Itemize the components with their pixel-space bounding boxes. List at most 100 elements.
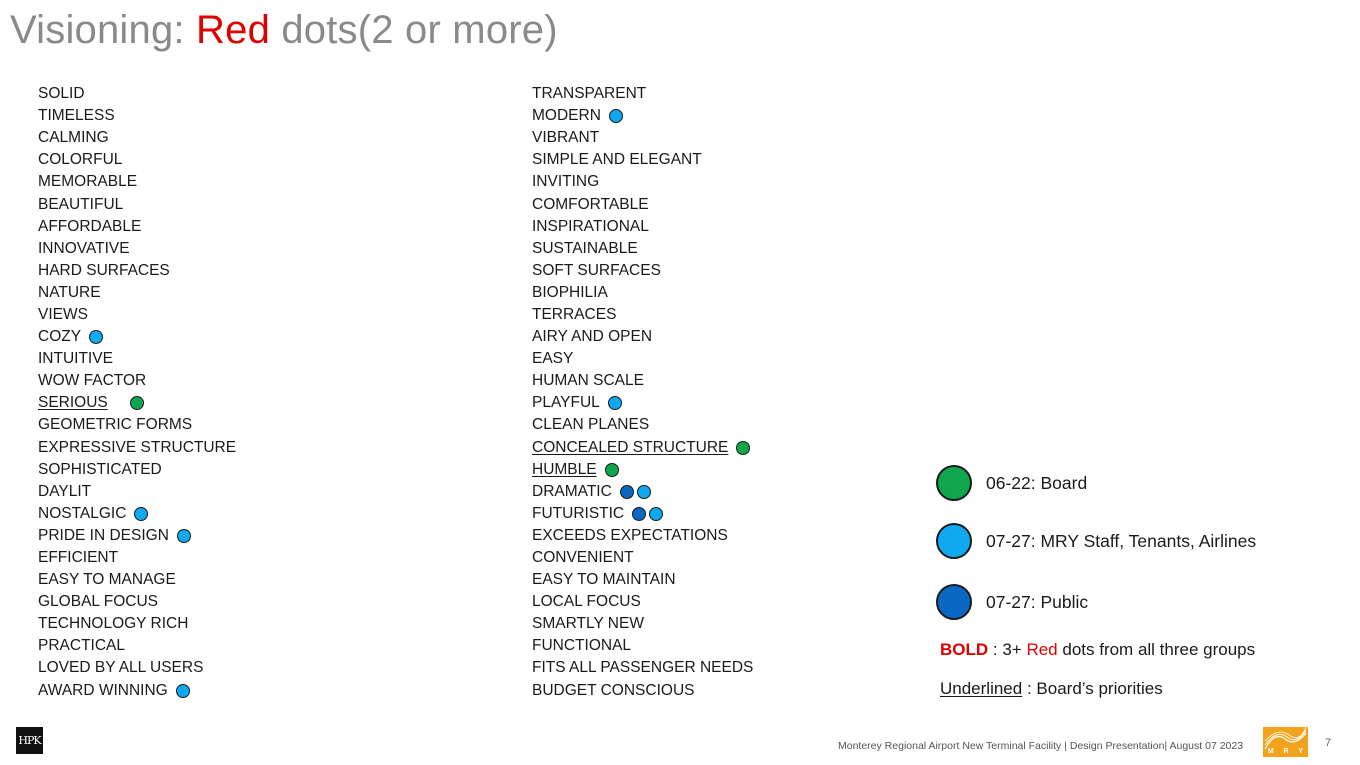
list-item-label: AFFORDABLE	[38, 217, 142, 235]
list-item: FUTURISTIC	[532, 503, 753, 525]
mry-logo-swoosh-icon	[1264, 727, 1307, 750]
list-item-label: AWARD WINNING	[38, 681, 168, 699]
list-item: MODERN	[532, 105, 753, 127]
list-item: VIBRANT	[532, 127, 753, 149]
board-dot-icon	[129, 396, 144, 411]
vote-dots	[604, 462, 619, 477]
page-number: 7	[1325, 737, 1332, 749]
vote-dots	[175, 683, 190, 698]
list-item: TERRACES	[532, 304, 753, 326]
list-item-label: VIBRANT	[532, 129, 600, 147]
list-item: DAYLIT	[38, 481, 236, 503]
list-item: SOFT SURFACES	[532, 260, 753, 282]
mry-logo-letters: M R Y	[1263, 748, 1308, 755]
vote-dots	[129, 396, 144, 411]
list-item-label: HUMBLE	[532, 460, 597, 478]
bold-note-rest: dots from all three groups	[1057, 640, 1256, 659]
mry-letter-y: Y	[1298, 748, 1304, 755]
list-item: HARD SURFACES	[38, 260, 236, 282]
list-item-label: EXCEEDS EXPECTATIONS	[532, 526, 728, 544]
list-item-label: EASY	[532, 350, 574, 368]
list-item: SMARTLY NEW	[532, 613, 753, 635]
list-item: CLEAN PLANES	[532, 414, 753, 436]
list-item: NOSTALGIC	[38, 503, 236, 525]
underline-note-keyword: Underlined	[940, 679, 1023, 698]
list-item-label: CONVENIENT	[532, 549, 634, 567]
legend-public-label: 07-27: Public	[986, 591, 1089, 612]
list-item-label: INNOVATIVE	[38, 239, 130, 257]
legend-board-label: 06-22: Board	[986, 472, 1088, 493]
list-item-label: COMFORTABLE	[532, 195, 649, 213]
list-item-label: PRACTICAL	[38, 637, 125, 655]
list-item: COMFORTABLE	[532, 193, 753, 215]
list-item-label: TIMELESS	[38, 107, 115, 125]
list-item: AWARD WINNING	[38, 680, 236, 702]
list-item: EASY TO MAINTAIN	[532, 569, 753, 591]
list-item-label: LOCAL FOCUS	[532, 593, 641, 611]
list-item: SERIOUS	[38, 392, 236, 414]
list-item: EFFICIENT	[38, 547, 236, 569]
list-item: LOCAL FOCUS	[532, 591, 753, 613]
list-item-label: GLOBAL FOCUS	[38, 593, 159, 611]
bold-note-sep: : 3+	[988, 640, 1027, 659]
list-item-label: VIEWS	[38, 305, 88, 323]
vote-dots	[736, 440, 751, 455]
list-item-label: WOW FACTOR	[38, 372, 147, 390]
list-item-label: INSPIRATIONAL	[532, 217, 649, 235]
list-item: EASY TO MANAGE	[38, 569, 236, 591]
bold-note-red: Red	[1026, 640, 1058, 659]
list-item: BUDGET CONSCIOUS	[532, 680, 753, 702]
list-item-label: DAYLIT	[38, 482, 92, 500]
list-item: WOW FACTOR	[38, 370, 236, 392]
list-item-label: COLORFUL	[38, 151, 123, 169]
list-item-label: SOFT SURFACES	[532, 261, 661, 279]
vote-dots	[176, 528, 191, 543]
list-item: INNOVATIVE	[38, 238, 236, 260]
footer-text: Monterey Regional Airport New Terminal F…	[838, 740, 1244, 752]
list-item-label: TECHNOLOGY RICH	[38, 615, 189, 633]
list-item: COZY	[38, 326, 236, 348]
vote-dots	[608, 109, 623, 124]
list-item: BIOPHILIA	[532, 282, 753, 304]
mry-letter-r: R	[1283, 748, 1289, 755]
list-item-label: AIRY AND OPEN	[532, 328, 653, 346]
list-item: SOLID	[38, 83, 236, 105]
mry-letter-m: M	[1267, 748, 1274, 755]
list-item: LOVED BY ALL USERS	[38, 657, 236, 679]
title-prefix: Visioning:	[10, 8, 197, 52]
list-item-label: BEAUTIFUL	[38, 195, 124, 213]
staff-dot-icon	[649, 506, 664, 521]
bold-note: BOLD : 3+ Red dots from all three groups	[940, 640, 1255, 660]
vote-dots	[632, 506, 664, 521]
list-item-label: CLEAN PLANES	[532, 416, 650, 434]
mry-logo: M R Y	[1263, 727, 1308, 757]
list-item: GLOBAL FOCUS	[38, 591, 236, 613]
list-item-label: EASY TO MANAGE	[38, 571, 176, 589]
list-item-label: INTUITIVE	[38, 350, 113, 368]
list-item: BEAUTIFUL	[38, 193, 236, 215]
underline-note: Underlined : Board’s priorities	[940, 679, 1163, 699]
hpk-logo: HPK	[16, 727, 43, 754]
list-item: EXCEEDS EXPECTATIONS	[532, 525, 753, 547]
staff-dot-icon	[134, 506, 149, 521]
staff-dot-icon	[89, 330, 104, 345]
list-item-label: SERIOUS	[38, 394, 108, 412]
right-column: TRANSPARENT MODERN VIBRANT SIMPLE AND ELEGA…	[532, 83, 753, 702]
list-item-label: TRANSPARENT	[532, 85, 647, 103]
list-item-label: HARD SURFACES	[38, 261, 170, 279]
list-item: SIMPLE AND ELEGANT	[532, 149, 753, 171]
list-item: SUSTAINABLE	[532, 238, 753, 260]
list-item-label: SMARTLY NEW	[532, 615, 644, 633]
list-item: HUMAN SCALE	[532, 370, 753, 392]
board-dot-icon	[736, 440, 751, 455]
list-item: CONCEALED STRUCTURE	[532, 437, 753, 459]
list-item-label: LOVED BY ALL USERS	[38, 659, 204, 677]
list-item: EXPRESSIVE STRUCTURE	[38, 437, 236, 459]
list-item-label: FITS ALL PASSENGER NEEDS	[532, 659, 754, 677]
list-item-label: NOSTALGIC	[38, 504, 127, 522]
list-item-label: SOPHISTICATED	[38, 460, 162, 478]
list-item-label: MODERN	[532, 107, 601, 125]
list-item-label: SUSTAINABLE	[532, 239, 638, 257]
staff-dot-icon	[636, 484, 651, 499]
list-item-label: COZY	[38, 328, 82, 346]
